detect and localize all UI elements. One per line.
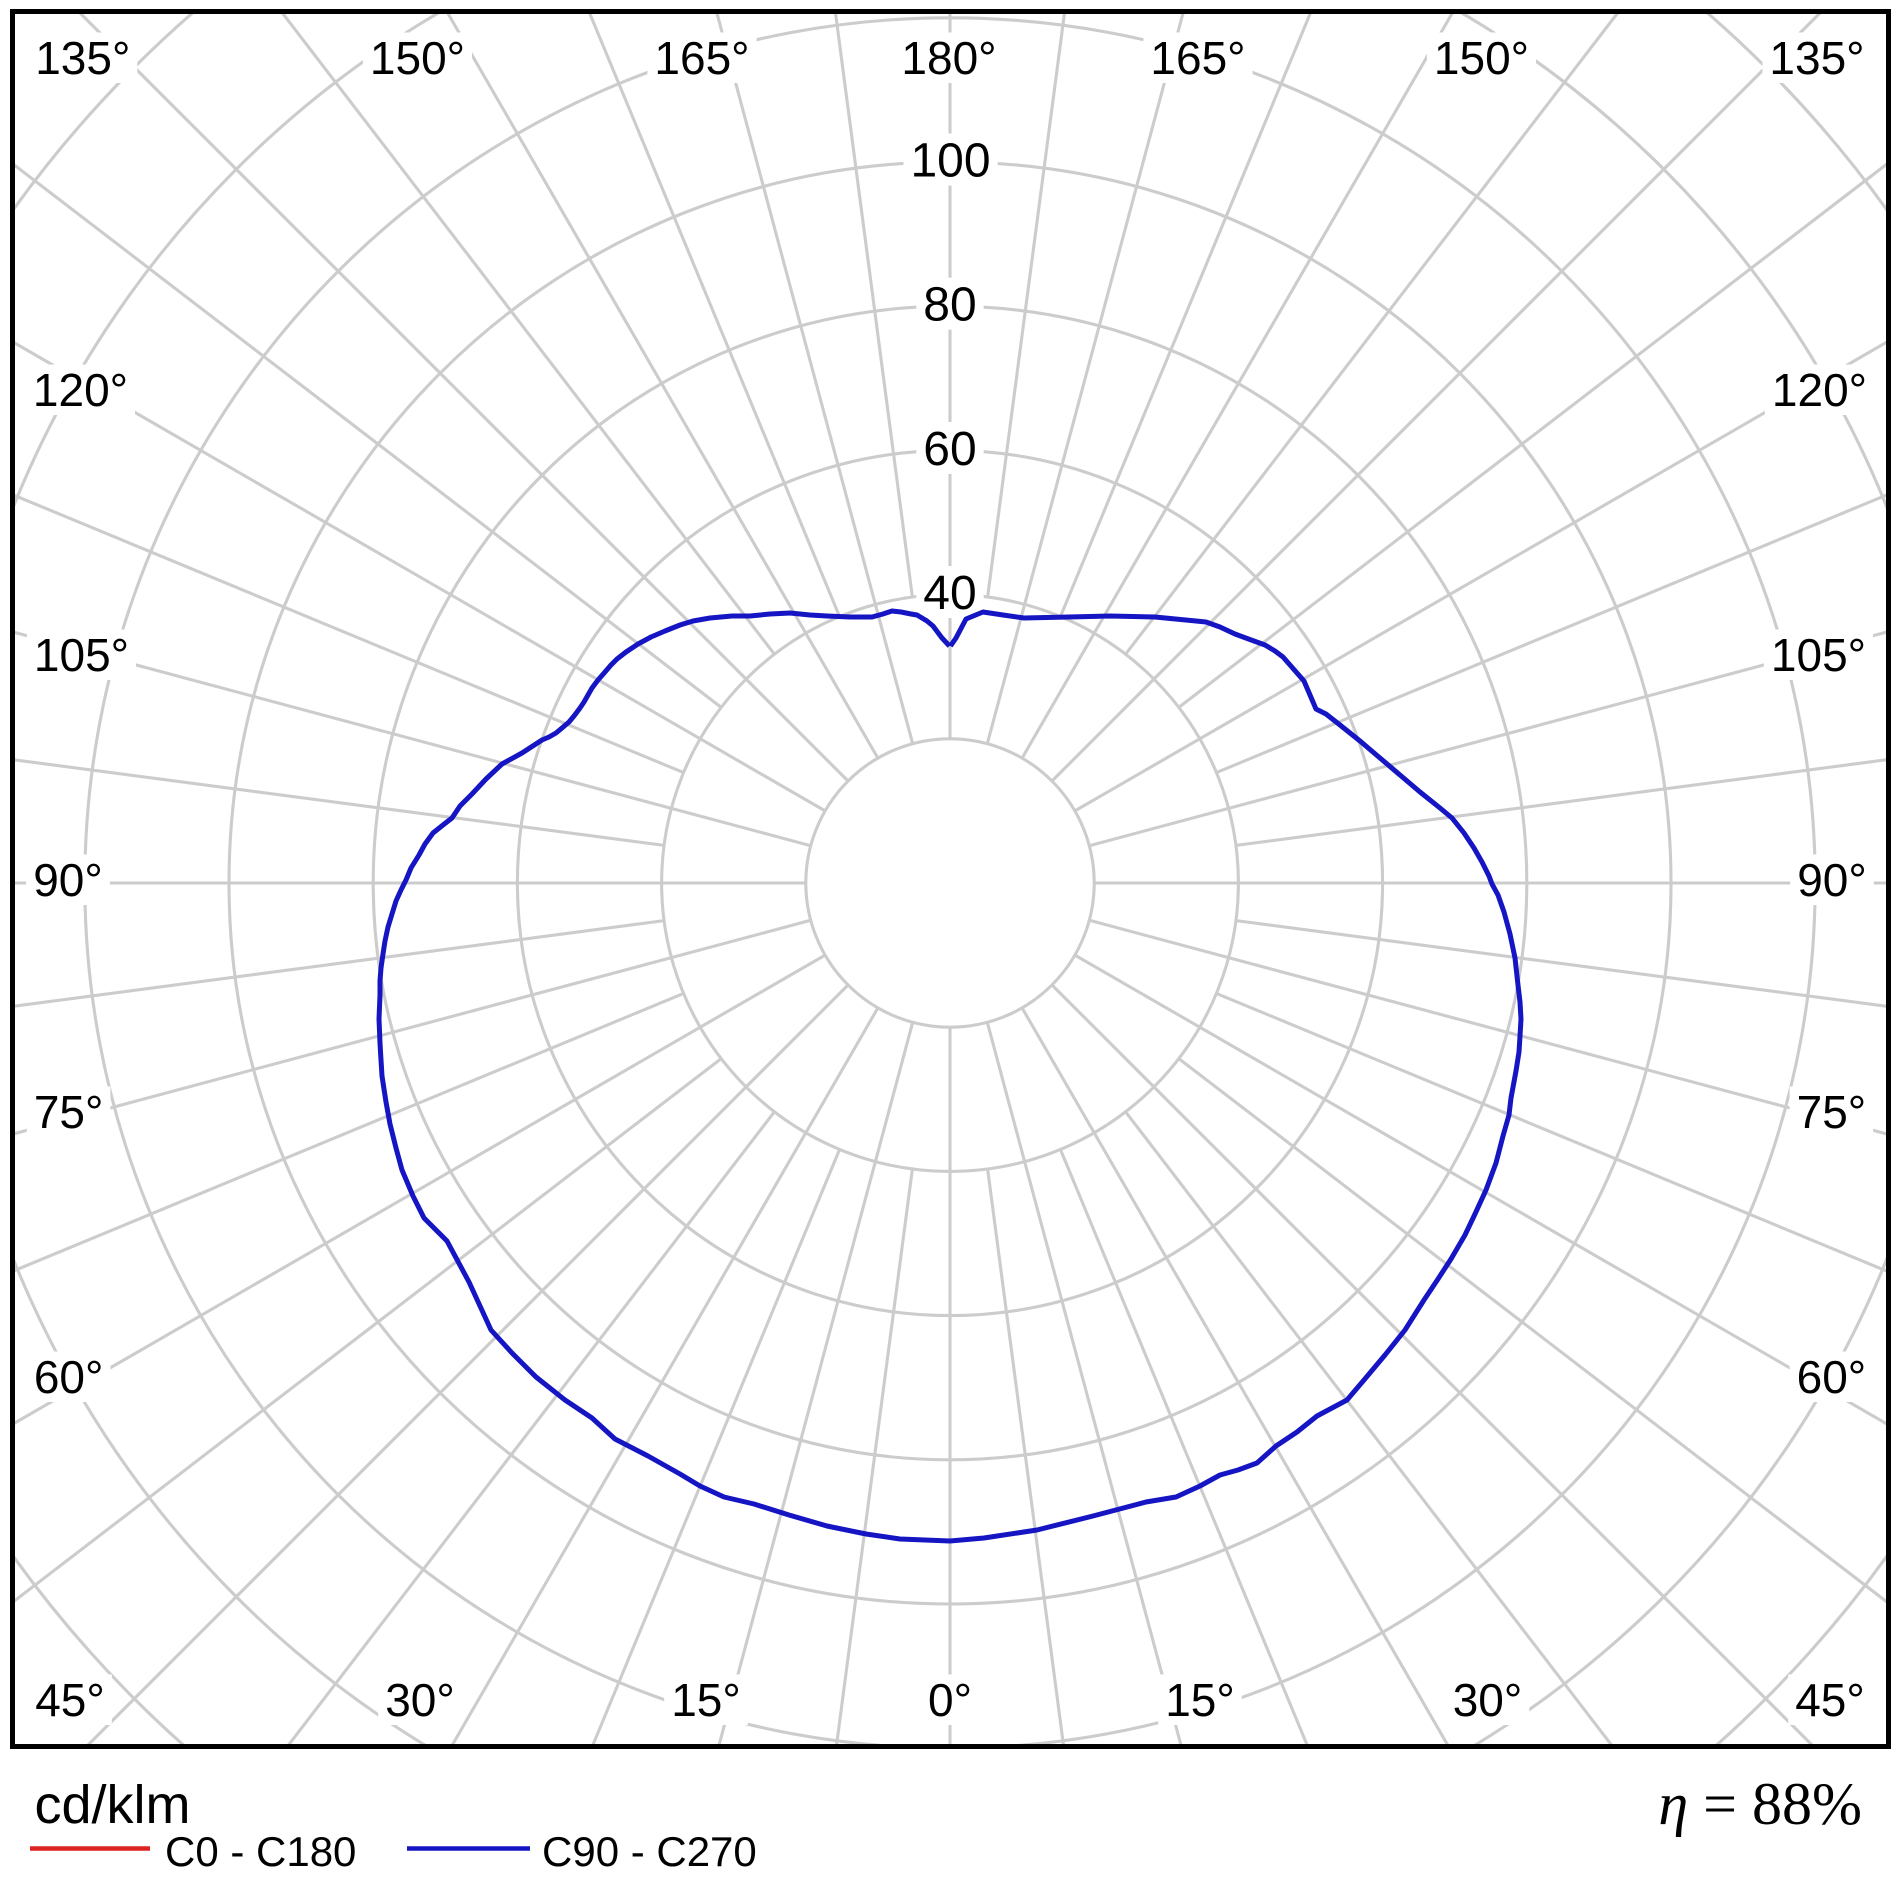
svg-text:150°: 150° xyxy=(370,32,465,84)
svg-text:C90 - C270: C90 - C270 xyxy=(542,1828,757,1875)
svg-text:30°: 30° xyxy=(1453,1674,1523,1726)
svg-text:15°: 15° xyxy=(1165,1674,1235,1726)
svg-text:η = 88%: η = 88% xyxy=(1658,1771,1862,1837)
svg-text:165°: 165° xyxy=(654,32,749,84)
svg-text:135°: 135° xyxy=(1769,32,1864,84)
svg-text:75°: 75° xyxy=(1797,1086,1867,1138)
svg-text:90°: 90° xyxy=(33,854,103,906)
svg-text:80: 80 xyxy=(923,279,976,332)
svg-text:100: 100 xyxy=(910,135,990,188)
svg-text:150°: 150° xyxy=(1434,32,1529,84)
svg-text:cd/klm: cd/klm xyxy=(35,1775,191,1835)
svg-text:45°: 45° xyxy=(35,1674,105,1726)
svg-text:135°: 135° xyxy=(35,32,130,84)
svg-text:60°: 60° xyxy=(1797,1351,1867,1403)
svg-text:40: 40 xyxy=(923,567,976,620)
svg-text:105°: 105° xyxy=(34,629,129,681)
svg-text:60°: 60° xyxy=(34,1351,104,1403)
svg-text:30°: 30° xyxy=(385,1674,455,1726)
svg-text:45°: 45° xyxy=(1795,1674,1865,1726)
svg-text:120°: 120° xyxy=(1772,364,1867,416)
svg-text:0°: 0° xyxy=(928,1674,972,1726)
svg-text:C0 - C180: C0 - C180 xyxy=(165,1828,356,1875)
svg-text:165°: 165° xyxy=(1150,32,1245,84)
svg-text:75°: 75° xyxy=(34,1086,104,1138)
svg-text:120°: 120° xyxy=(33,364,128,416)
svg-text:15°: 15° xyxy=(671,1674,741,1726)
svg-text:105°: 105° xyxy=(1771,629,1866,681)
svg-text:180°: 180° xyxy=(901,32,996,84)
svg-text:60: 60 xyxy=(923,423,976,476)
svg-text:90°: 90° xyxy=(1797,854,1867,906)
